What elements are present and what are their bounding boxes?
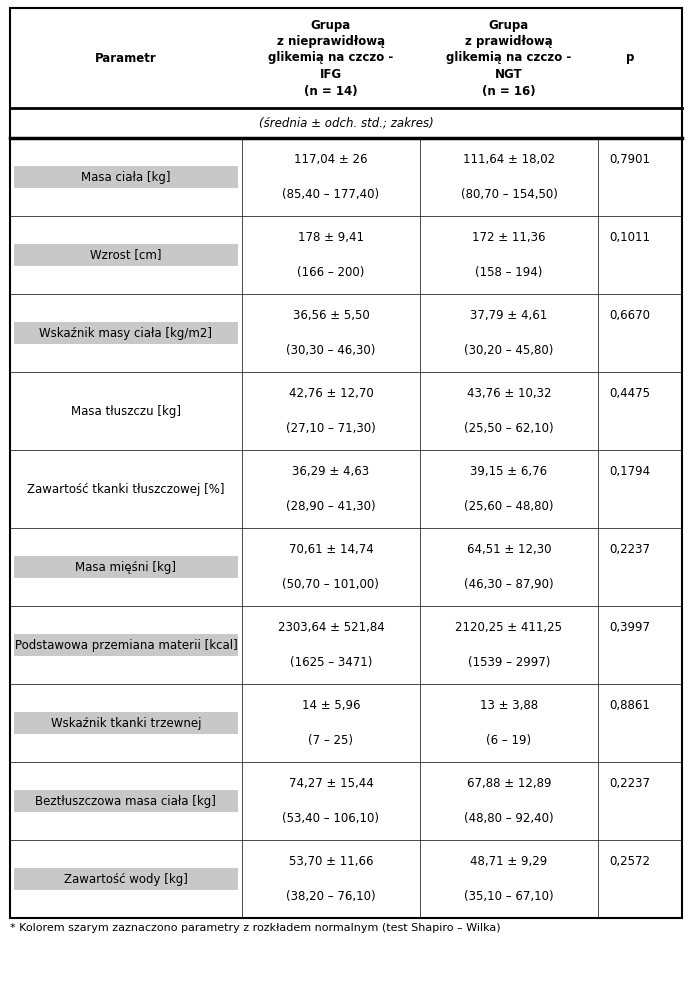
Text: 0,2237: 0,2237 [610,543,650,556]
Text: 70,61 ± 14,74: 70,61 ± 14,74 [289,543,373,556]
Bar [14,244,238,266]
Text: (80,70 – 154,50): (80,70 – 154,50) [460,187,557,201]
Text: Beztłuszczowa masa ciała [kg]: Beztłuszczowa masa ciała [kg] [35,795,217,807]
Text: Wskaźnik masy ciała [kg/m2]: Wskaźnik masy ciała [kg/m2] [39,327,212,339]
Text: p: p [626,51,634,65]
Bar [14,868,238,890]
Text: Masa mięśni [kg]: Masa mięśni [kg] [75,560,176,574]
Text: Wskaźnik tkanki trzewnej: Wskaźnik tkanki trzewnej [51,716,201,730]
Text: Grupa
z prawidłową
glikemią na czczo -
NGT
(n = 16): Grupa z prawidłową glikemią na czczo - N… [446,19,572,97]
Text: 42,76 ± 12,70: 42,76 ± 12,70 [289,387,373,400]
Text: 172 ± 11,36: 172 ± 11,36 [472,232,546,244]
Text: * Kolorem szarym zaznaczono parametry z rozkładem normalnym (test Shapiro – Wilk: * Kolorem szarym zaznaczono parametry z … [10,923,500,933]
Text: 74,27 ± 15,44: 74,27 ± 15,44 [289,777,373,791]
Text: Masa ciała [kg]: Masa ciała [kg] [81,171,171,183]
Text: Masa tłuszczu [kg]: Masa tłuszczu [kg] [71,404,181,418]
Text: Wzrost [cm]: Wzrost [cm] [90,248,162,262]
Text: 0,3997: 0,3997 [610,621,650,635]
Bar [14,322,238,344]
Text: 2120,25 ± 411,25: 2120,25 ± 411,25 [455,621,563,635]
Text: 36,56 ± 5,50: 36,56 ± 5,50 [293,309,370,323]
Bar [14,790,238,812]
Text: Podstawowa przemiana materii [kcal]: Podstawowa przemiana materii [kcal] [15,639,237,651]
Text: 0,4475: 0,4475 [610,387,650,400]
Bar [14,712,238,734]
Text: 39,15 ± 6,76: 39,15 ± 6,76 [471,465,547,479]
Text: 117,04 ± 26: 117,04 ± 26 [294,153,367,167]
Text: 0,6670: 0,6670 [610,309,650,323]
Text: (25,50 – 62,10): (25,50 – 62,10) [464,422,554,435]
Text: (27,10 – 71,30): (27,10 – 71,30) [286,422,376,435]
Text: Parametr: Parametr [95,51,157,65]
Text: 48,71 ± 9,29: 48,71 ± 9,29 [471,855,547,868]
Text: 14 ± 5,96: 14 ± 5,96 [302,699,360,712]
Text: (38,20 – 76,10): (38,20 – 76,10) [286,890,376,903]
Text: 37,79 ± 4,61: 37,79 ± 4,61 [471,309,547,323]
Text: (158 – 194): (158 – 194) [475,266,543,279]
Text: (25,60 – 48,80): (25,60 – 48,80) [464,499,554,513]
Text: 36,29 ± 4,63: 36,29 ± 4,63 [292,465,370,479]
Bar [14,634,238,656]
Text: (30,20 – 45,80): (30,20 – 45,80) [464,343,554,357]
Text: 0,2572: 0,2572 [610,855,650,868]
Text: Grupa
z nieprawidłową
glikemią na czczo -
IFG
(n = 14): Grupa z nieprawidłową glikemią na czczo … [268,19,394,97]
Text: (50,70 – 101,00): (50,70 – 101,00) [282,578,379,591]
Text: 64,51 ± 12,30: 64,51 ± 12,30 [466,543,552,556]
Text: (1625 – 3471): (1625 – 3471) [290,655,372,669]
Text: 53,70 ± 11,66: 53,70 ± 11,66 [289,855,373,868]
Text: (48,80 – 92,40): (48,80 – 92,40) [464,811,554,825]
Text: (166 – 200): (166 – 200) [297,266,365,279]
Text: 0,2237: 0,2237 [610,777,650,791]
Text: 2303,64 ± 521,84: 2303,64 ± 521,84 [277,621,384,635]
Text: 67,88 ± 12,89: 67,88 ± 12,89 [466,777,552,791]
Text: (6 – 19): (6 – 19) [486,734,531,747]
Bar [14,166,238,188]
Text: 13 ± 3,88: 13 ± 3,88 [480,699,538,712]
Text: (28,90 – 41,30): (28,90 – 41,30) [286,499,376,513]
Text: (30,30 – 46,30): (30,30 – 46,30) [286,343,376,357]
Bar [14,556,238,578]
Text: 0,7901: 0,7901 [610,153,650,167]
Text: 178 ± 9,41: 178 ± 9,41 [298,232,364,244]
Text: Zawartość tkanki tłuszczowej [%]: Zawartość tkanki tłuszczowej [%] [27,483,225,495]
Text: 0,1794: 0,1794 [610,465,650,479]
Text: (53,40 – 106,10): (53,40 – 106,10) [282,811,379,825]
Text: (średnia ± odch. std.; zakres): (średnia ± odch. std.; zakres) [259,117,433,129]
Text: (1539 – 2997): (1539 – 2997) [468,655,550,669]
Text: 0,1011: 0,1011 [610,232,650,244]
Text: (7 – 25): (7 – 25) [309,734,354,747]
Text: 111,64 ± 18,02: 111,64 ± 18,02 [463,153,555,167]
Text: (46,30 – 87,90): (46,30 – 87,90) [464,578,554,591]
Text: Zawartość wody [kg]: Zawartość wody [kg] [64,872,188,886]
Text: 43,76 ± 10,32: 43,76 ± 10,32 [466,387,552,400]
Text: (85,40 – 177,40): (85,40 – 177,40) [282,187,379,201]
Text: 0,8861: 0,8861 [610,699,650,712]
Text: (35,10 – 67,10): (35,10 – 67,10) [464,890,554,903]
